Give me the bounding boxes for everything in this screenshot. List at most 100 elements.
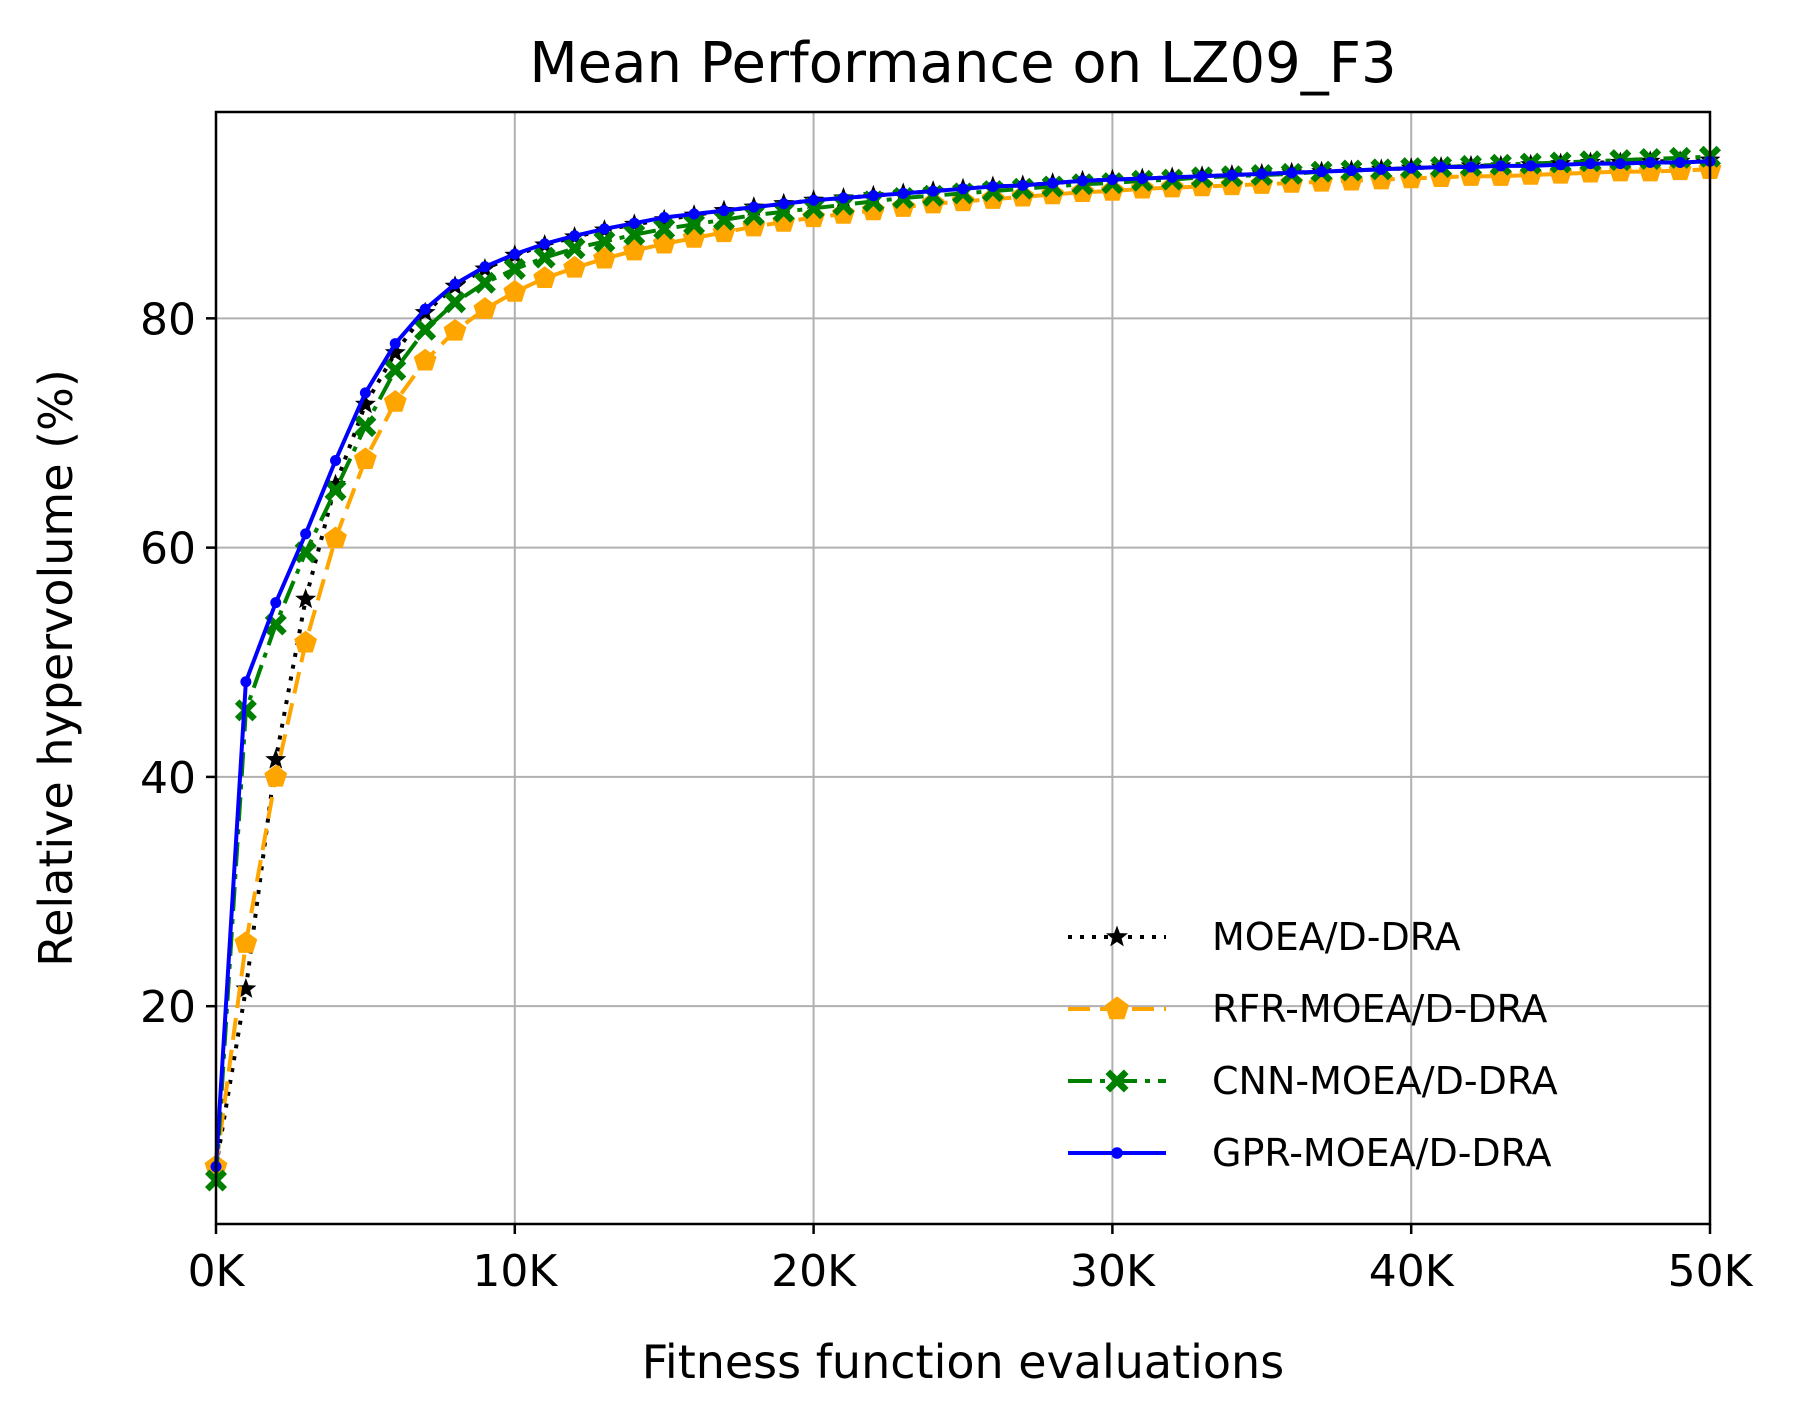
- data-point: [295, 588, 317, 609]
- y-tick-label: 20: [140, 982, 196, 1033]
- data-point: [473, 271, 496, 294]
- plot-frame: [214, 110, 1712, 1226]
- x-tick-label: 40K: [1369, 1246, 1455, 1297]
- legend-label: GPR-MOEA/D-DRA: [1212, 1131, 1552, 1175]
- data-point: [359, 387, 371, 399]
- data-point: [1077, 175, 1089, 187]
- grid-lines: [215, 112, 1711, 1224]
- data-point: [683, 213, 706, 236]
- data-point: [1375, 163, 1387, 175]
- data-point: [235, 977, 257, 998]
- data-point: [324, 479, 347, 502]
- data-point: [1555, 159, 1567, 171]
- data-point: [444, 291, 467, 314]
- data-point: [539, 238, 551, 250]
- data-point: [479, 261, 491, 273]
- data-point: [1226, 169, 1238, 181]
- data-point: [658, 211, 670, 223]
- data-point: [1674, 156, 1686, 168]
- legend-marker-swatch: [1106, 925, 1128, 947]
- data-point: [354, 393, 376, 414]
- data-point: [300, 528, 312, 540]
- data-point: [384, 358, 407, 381]
- data-point: [413, 348, 437, 371]
- x-tick-label: 50K: [1668, 1246, 1754, 1297]
- data-point: [1166, 171, 1178, 183]
- x-tick-label: 10K: [472, 1246, 558, 1297]
- data-point: [563, 237, 586, 260]
- data-point: [264, 764, 288, 787]
- y-axis-label: Relative hypervolume (%): [29, 369, 83, 967]
- data-point: [1525, 160, 1537, 172]
- data-point: [419, 303, 431, 315]
- data-point: [509, 248, 521, 260]
- legend-label: RFR-MOEA/D-DRA: [1212, 987, 1547, 1031]
- data-point: [718, 205, 730, 217]
- data-point: [1017, 179, 1029, 191]
- legend-item: CNN-MOEA/D-DRA: [1068, 1059, 1558, 1103]
- data-point: [1435, 161, 1447, 173]
- data-point: [234, 931, 258, 953]
- data-point: [569, 230, 581, 242]
- legend-item: GPR-MOEA/D-DRA: [1068, 1131, 1552, 1175]
- data-point: [1196, 170, 1208, 182]
- data-point: [593, 246, 616, 269]
- data-point: [1316, 166, 1328, 178]
- x-tick-label: 20K: [771, 1246, 857, 1297]
- data-point: [1644, 156, 1656, 168]
- data-point: [294, 630, 318, 653]
- data-point: [598, 223, 610, 235]
- data-point: [330, 455, 342, 467]
- data-point: [443, 318, 467, 341]
- data-point: [1584, 158, 1596, 170]
- data-point: [324, 526, 347, 549]
- data-point: [1614, 158, 1626, 170]
- y-axis-ticks: 20 40 60 80: [140, 294, 216, 1033]
- data-point: [778, 198, 790, 210]
- data-point: [837, 192, 849, 204]
- data-point: [688, 208, 700, 220]
- data-point: [354, 415, 377, 438]
- x-axis-label: Fitness function evaluations: [642, 1335, 1284, 1389]
- data-point: [1256, 168, 1268, 180]
- data-point: [1495, 160, 1507, 172]
- series-layer: [204, 145, 1722, 1192]
- data-point: [1465, 161, 1477, 173]
- x-tick-label: 30K: [1070, 1246, 1156, 1297]
- data-point: [414, 318, 437, 341]
- data-point: [533, 246, 556, 269]
- y-tick-label: 40: [140, 753, 196, 804]
- data-point: [384, 341, 406, 362]
- y-tick-label: 60: [140, 524, 196, 575]
- legend: MOEA/D-DRA RFR-MOEA/D-DRA CNN-MOEA/D-DRA GP…: [1068, 915, 1558, 1175]
- data-point: [1405, 162, 1417, 174]
- data-point: [987, 181, 999, 193]
- data-point: [270, 597, 282, 609]
- legend-label: CNN-MOEA/D-DRA: [1212, 1059, 1558, 1103]
- x-tick-label: 0K: [188, 1246, 246, 1297]
- data-point: [957, 183, 969, 195]
- data-point: [1047, 177, 1059, 189]
- legend-marker-swatch: [1111, 1147, 1123, 1159]
- legend-item: RFR-MOEA/D-DRA: [1068, 987, 1547, 1031]
- data-point: [712, 208, 735, 231]
- data-point: [473, 297, 497, 319]
- data-point: [325, 473, 346, 494]
- chart-title: Mean Performance on LZ09_F3: [529, 31, 1396, 96]
- series-4: [210, 155, 1716, 1173]
- data-point: [503, 258, 526, 281]
- data-point: [1136, 172, 1148, 184]
- data-point: [265, 748, 287, 769]
- data-point: [897, 187, 909, 199]
- legend-marker-swatch: [1105, 996, 1129, 1020]
- legend-marker-swatch: [1105, 1069, 1129, 1093]
- data-point: [808, 194, 820, 206]
- data-point: [449, 278, 461, 290]
- data-point: [628, 217, 640, 229]
- data-point: [240, 676, 252, 688]
- data-point: [927, 185, 939, 197]
- legend-item: MOEA/D-DRA: [1068, 915, 1461, 959]
- data-point: [563, 255, 586, 278]
- data-point: [383, 390, 407, 412]
